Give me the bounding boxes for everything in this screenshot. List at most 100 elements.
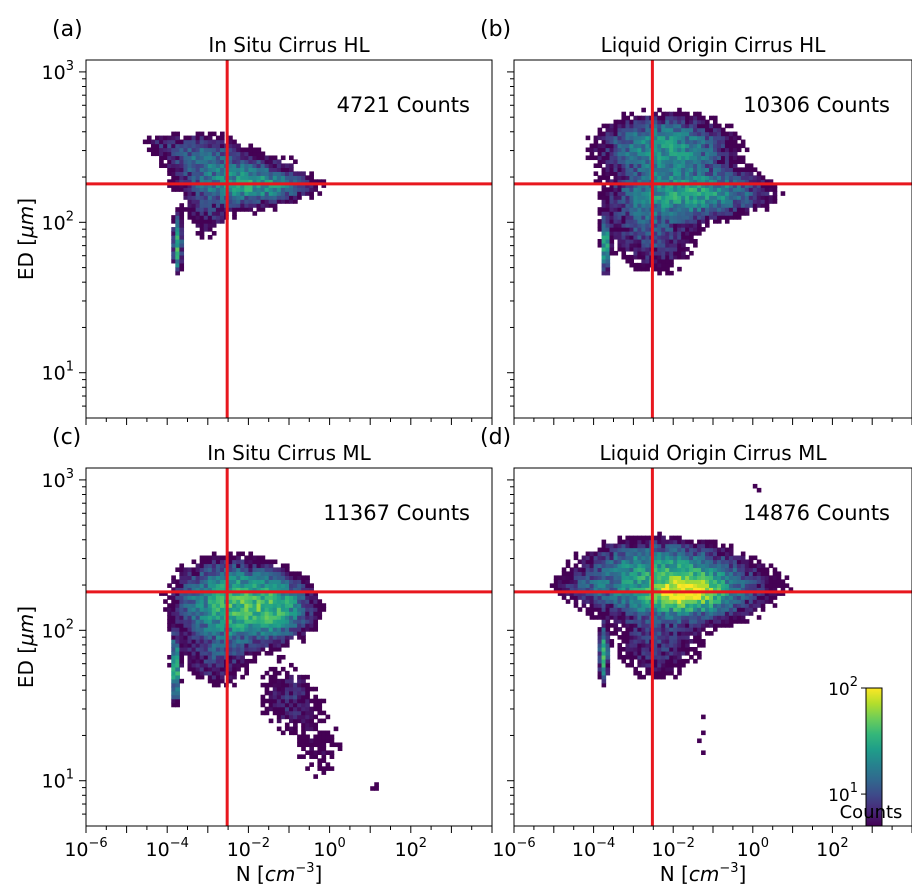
heatmap-cell: [207, 179, 213, 184]
heatmap-cell: [199, 139, 205, 145]
heatmap-cell: [597, 654, 603, 660]
heatmap-cell: [272, 579, 278, 584]
heatmap-cell: [653, 567, 658, 573]
x-tick-label: 10−4: [572, 836, 615, 861]
heatmap-cell: [633, 647, 638, 652]
heatmap-cell: [736, 147, 742, 153]
heatmap-cell: [716, 215, 722, 220]
heatmap-cell: [701, 167, 706, 172]
heatmap-cell: [657, 654, 662, 660]
heatmap-cell: [280, 195, 286, 200]
heatmap-cell: [605, 270, 611, 276]
heatmap-cell: [661, 235, 666, 240]
heatmap-cell: [268, 607, 274, 612]
heatmap-cell: [605, 615, 611, 620]
heatmap-cell: [175, 155, 180, 161]
heatmap-cell: [301, 619, 306, 624]
heatmap-cell: [713, 547, 718, 553]
heatmap-cell: [175, 658, 180, 664]
heatmap-cell: [264, 559, 270, 565]
heatmap-cell: [681, 223, 686, 228]
heatmap-cell: [159, 591, 164, 596]
heatmap-cell: [701, 591, 706, 596]
heatmap-cell: [685, 619, 690, 624]
heatmap-cell: [693, 595, 698, 600]
heatmap-cell: [736, 211, 742, 216]
heatmap-cell: [677, 123, 682, 129]
heatmap-cell: [264, 571, 270, 576]
heatmap-cell: [629, 575, 634, 580]
heatmap-cell: [256, 155, 262, 161]
heatmap-cell: [645, 254, 650, 260]
heatmap-cell: [756, 603, 762, 608]
heatmap-cell: [597, 175, 603, 180]
heatmap-cell: [653, 555, 658, 561]
heatmap-cell: [605, 631, 611, 636]
heatmap-cell: [605, 627, 611, 632]
heatmap-cell: [207, 666, 213, 672]
heatmap-cell: [264, 171, 270, 176]
heatmap-cell: [661, 219, 666, 224]
heatmap-cell: [736, 191, 742, 196]
heatmap-cell: [215, 175, 221, 180]
heatmap-cell: [653, 559, 658, 565]
heatmap-cell: [709, 571, 714, 576]
heatmap-cell: [252, 187, 258, 192]
heatmap-cell: [284, 599, 290, 604]
heatmap-cell: [677, 235, 682, 240]
heatmap-cell: [256, 171, 262, 176]
heatmap-cell: [228, 155, 233, 161]
heatmap-cell: [657, 119, 662, 125]
heatmap-cell: [252, 635, 258, 640]
heatmap-cell: [653, 147, 658, 153]
heatmap-cell: [701, 163, 706, 168]
heatmap-cell: [625, 662, 631, 668]
heatmap-cell: [236, 567, 241, 573]
heatmap-cell: [633, 231, 638, 236]
heatmap-cell: [693, 231, 698, 236]
heatmap-cell: [557, 579, 563, 584]
heatmap-cell: [252, 643, 258, 648]
heatmap-cell: [617, 207, 623, 212]
heatmap-cell: [705, 551, 710, 557]
heatmap-cell: [211, 199, 217, 204]
heatmap-cell: [301, 583, 306, 588]
heatmap-cell: [207, 167, 213, 172]
heatmap-cell: [248, 551, 254, 557]
heatmap-cell: [232, 571, 237, 576]
heatmap-cell: [589, 599, 595, 604]
heatmap-cell: [601, 615, 607, 620]
heatmap-cell: [645, 139, 650, 145]
heatmap-cell: [641, 199, 646, 204]
heatmap-cell: [685, 175, 690, 180]
heatmap-cell: [605, 242, 611, 248]
heatmap-cell: [597, 223, 603, 228]
heatmap-cell: [617, 591, 623, 596]
heatmap-cell: [764, 567, 770, 573]
heatmap-cell: [597, 551, 603, 557]
heatmap-cell: [637, 575, 642, 580]
heatmap-cell: [260, 175, 266, 180]
heatmap-cell: [228, 187, 233, 192]
heatmap-cell: [293, 599, 298, 604]
heatmap-cell: [171, 631, 176, 636]
heatmap-cell: [625, 187, 631, 192]
heatmap-cell: [187, 191, 193, 196]
heatmap-cell: [661, 227, 666, 232]
heatmap-cell: [301, 187, 306, 192]
heatmap-cell: [705, 543, 710, 549]
heatmap-cell: [724, 591, 730, 596]
heatmap-cell: [215, 219, 221, 224]
heatmap-cell: [657, 215, 662, 220]
heatmap-cell: [573, 591, 579, 596]
heatmap-cell: [248, 555, 254, 561]
heatmap-cell: [705, 199, 710, 204]
heatmap-cell: [621, 615, 627, 620]
heatmap-cell: [171, 666, 176, 672]
heatmap-cell: [685, 658, 690, 664]
heatmap-cell: [657, 123, 662, 129]
heatmap-cell: [637, 266, 642, 272]
heatmap-cell: [171, 575, 176, 580]
heatmap-cell: [609, 643, 615, 648]
heatmap-cell: [232, 627, 237, 632]
